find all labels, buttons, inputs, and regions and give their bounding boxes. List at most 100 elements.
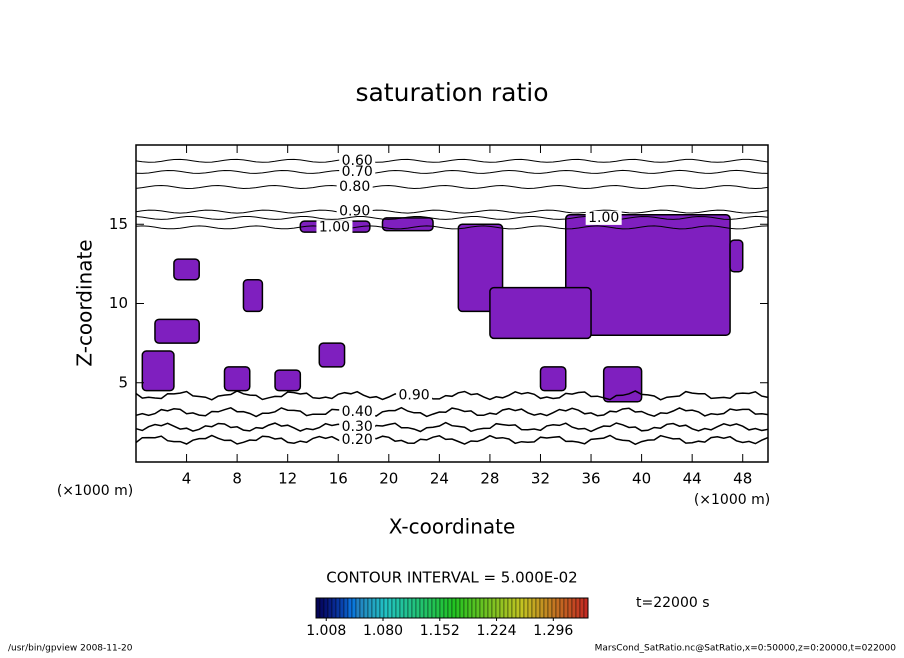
colorbar-stripe xyxy=(571,597,577,619)
colorbar-stripe xyxy=(523,597,529,619)
contour-line xyxy=(135,209,769,214)
chart-title: saturation ratio xyxy=(355,78,548,107)
colorbar-stripe xyxy=(431,597,437,619)
colorbar-stripe xyxy=(479,597,485,619)
contour-label-bg xyxy=(339,420,376,435)
shaded-region xyxy=(565,213,731,336)
contour-line xyxy=(135,184,769,190)
colorbar-stripe xyxy=(463,597,469,619)
colorbar-tick-label: 1.296 xyxy=(533,623,573,639)
colorbar-stripe xyxy=(471,597,477,619)
colorbar-stripe xyxy=(355,597,361,619)
shaded-region xyxy=(729,239,744,273)
colorbar-stripe xyxy=(567,597,573,619)
contour-line xyxy=(135,158,769,163)
colorbar-stripe xyxy=(495,597,501,619)
footer-right: MarsCond_SatRatio.nc@SatRatio,x=0:50000,… xyxy=(595,644,897,654)
contour-label: 0.30 xyxy=(342,419,373,435)
colorbar-stripe xyxy=(419,597,425,619)
contour-label: 0.90 xyxy=(339,204,370,220)
contour-line xyxy=(135,169,769,174)
colorbar-stripe xyxy=(371,597,377,619)
colorbar-stripe xyxy=(467,597,473,619)
colorbar-stripe xyxy=(407,597,413,619)
x-tick-label: 20 xyxy=(379,470,398,488)
colorbar-stripe xyxy=(399,597,405,619)
y-tick-label: 15 xyxy=(109,215,128,233)
shaded-region xyxy=(274,369,302,392)
shaded-region xyxy=(539,366,567,392)
contour-label-bg xyxy=(339,153,376,168)
contour-label: 0.20 xyxy=(342,432,373,448)
shaded-region xyxy=(141,350,175,392)
y-axis-label: Z-coordinate xyxy=(73,239,97,366)
colorbar-stripe xyxy=(427,597,433,619)
colorbar-stripe xyxy=(315,597,321,619)
colorbar-stripe xyxy=(387,597,393,619)
colorbar-stripe xyxy=(327,597,333,619)
colorbar-tick-label: 1.008 xyxy=(306,623,346,639)
contour-line xyxy=(135,225,769,230)
x-tick-label: 24 xyxy=(430,470,449,488)
colorbar-tick-label: 1.224 xyxy=(476,623,516,639)
colorbar-stripe xyxy=(323,597,329,619)
colorbar-stripe xyxy=(559,597,565,619)
contour-interval: CONTOUR INTERVAL = 5.000E-02 xyxy=(326,569,577,587)
colorbar-stripe xyxy=(583,597,589,619)
colorbar-stripe xyxy=(515,597,521,619)
contour-label: 0.70 xyxy=(342,164,373,180)
colorbar-stripe xyxy=(487,597,493,619)
colorbar-stripe xyxy=(335,597,341,619)
x-tick-label: 4 xyxy=(182,470,192,488)
colorbar-stripe xyxy=(535,597,541,619)
colorbar-stripe xyxy=(519,597,525,619)
contour-label: 1.00 xyxy=(588,210,619,226)
contour-line xyxy=(135,406,769,418)
contour-label-bg xyxy=(396,388,433,403)
contour-label-bg xyxy=(585,210,622,225)
contour-label-bg xyxy=(336,180,373,195)
x-tick-label: 32 xyxy=(531,470,550,488)
x-axis-label: X-coordinate xyxy=(389,515,516,539)
colorbar-stripe xyxy=(383,597,389,619)
contour-label-bg xyxy=(339,164,376,179)
colorbar-stripe xyxy=(403,597,409,619)
contour-label: 0.60 xyxy=(342,153,373,169)
contour-label: 0.90 xyxy=(398,387,429,403)
colorbar-stripe xyxy=(347,597,353,619)
colorbar-stripe xyxy=(435,597,441,619)
colorbar-stripe xyxy=(447,597,453,619)
colorbar-stripe xyxy=(459,597,465,619)
colorbar-stripe xyxy=(339,597,345,619)
y-tick-label: 10 xyxy=(109,294,128,312)
colorbar-stripe xyxy=(499,597,505,619)
x-tick-label: 40 xyxy=(632,470,651,488)
colorbar-stripe xyxy=(575,597,581,619)
colorbar-stripe xyxy=(443,597,449,619)
footer-left: /usr/bin/gpview 2008-11-20 xyxy=(8,644,133,654)
colorbar-tick-label: 1.152 xyxy=(420,623,460,639)
colorbar-stripe xyxy=(579,597,585,619)
contour-line xyxy=(135,390,769,401)
contour-line xyxy=(135,421,769,433)
y-unit: (×1000 m) xyxy=(57,483,133,499)
x-tick-label: 12 xyxy=(278,470,297,488)
colorbar-stripe xyxy=(319,597,325,619)
colorbar-stripe xyxy=(359,597,365,619)
colorbar-stripe xyxy=(395,597,401,619)
x-tick-label: 48 xyxy=(733,470,752,488)
colorbar-stripe xyxy=(331,597,337,619)
colorbar-stripe xyxy=(379,597,385,619)
x-tick-label: 8 xyxy=(232,470,242,488)
shaded-region xyxy=(154,318,200,344)
colorbar-stripe xyxy=(415,597,421,619)
x-tick-label: 28 xyxy=(480,470,499,488)
colorbar-stripe xyxy=(439,597,445,619)
colorbar-stripe xyxy=(483,597,489,619)
colorbar-stripe xyxy=(507,597,513,619)
shaded-region xyxy=(242,278,264,313)
colorbar-stripe xyxy=(563,597,569,619)
contour-line xyxy=(135,215,769,220)
